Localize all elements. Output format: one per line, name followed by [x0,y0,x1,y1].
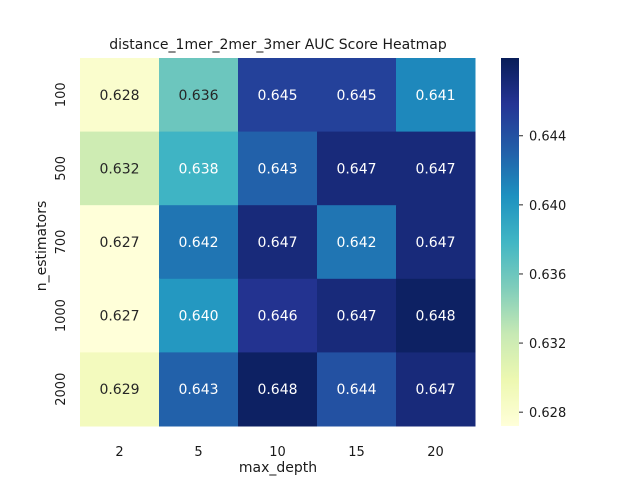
heatmap-cells: 0.628 0.636 0.645 0.645 0.641 0.632 0.638 0.643… [80,58,476,427]
heatmap-cell [396,352,476,427]
heatmap-cell [80,205,160,280]
cell-value-label: 0.644 [336,382,376,398]
cell-value-label: 0.643 [178,382,218,398]
cell-value-label: 0.648 [415,309,455,325]
cell-value-label: 0.627 [99,309,139,325]
heatmap-cell [317,58,397,133]
heatmap-cell [159,352,239,427]
x-tick-label: 10 [269,445,286,460]
cell-value-label: 0.647 [415,235,455,251]
heatmap-cell [80,58,160,133]
heatmap-cell [238,131,318,206]
cell-value-label: 0.629 [99,382,139,398]
cell-value-label: 0.642 [336,235,376,251]
colorbar-tick-label: 0.640 [529,199,566,214]
x-tick-label: 2 [115,445,123,460]
heatmap-cell [396,205,476,280]
colorbar [501,58,519,426]
y-tick-label: 700 [54,230,69,255]
heatmap-cell [159,278,239,353]
heatmap-cell [159,131,239,206]
cell-value-label: 0.647 [336,309,376,325]
cell-value-label: 0.647 [415,382,455,398]
y-axis-label: n_estimators [34,201,50,291]
heatmap-cell [238,352,318,427]
heatmap-cell [159,58,239,133]
y-tick-label: 1000 [54,299,69,332]
cell-value-label: 0.627 [99,235,139,251]
heatmap-cell [396,278,476,353]
cell-value-label: 0.642 [178,235,218,251]
y-tick-label: 2000 [54,373,69,406]
heatmap-cell [396,131,476,206]
colorbar-tick-label: 0.644 [529,130,566,145]
heatmap-cell [317,352,397,427]
colorbar-tick-label: 0.628 [529,406,566,421]
cell-value-label: 0.648 [257,382,297,398]
cell-value-label: 0.632 [99,161,139,177]
colorbar-tick-label: 0.632 [529,337,566,352]
heatmap-cell [238,278,318,353]
x-tick-label: 5 [194,445,202,460]
x-axis-ticks: 2 5 10 15 20 [115,445,443,460]
y-axis-ticks: 100 500 700 1000 2000 [54,82,69,405]
cell-value-label: 0.640 [178,309,218,325]
heatmap-cell [80,131,160,206]
heatmap-cell [317,131,397,206]
cell-value-label: 0.645 [336,88,376,104]
heatmap-cell [80,352,160,427]
heatmap-cell [396,58,476,133]
y-tick-label: 100 [54,82,69,107]
cell-value-label: 0.646 [257,309,297,325]
cell-value-label: 0.636 [178,88,218,104]
x-axis-label: max_depth [239,460,317,476]
cell-value-label: 0.647 [336,161,376,177]
heatmap-cell [238,205,318,280]
heatmap-cell [80,278,160,353]
cell-value-label: 0.647 [415,161,455,177]
heatmap-cell [317,278,397,353]
cell-value-label: 0.638 [178,161,218,177]
heatmap-cell [159,205,239,280]
x-tick-label: 15 [348,445,365,460]
colorbar-tick-label: 0.636 [529,268,566,283]
cell-value-label: 0.647 [257,235,297,251]
y-tick-label: 500 [54,156,69,181]
cell-value-label: 0.628 [99,88,139,104]
chart-title: distance_1mer_2mer_3mer AUC Score Heatma… [109,37,447,53]
cell-value-label: 0.645 [257,88,297,104]
heatmap-cell [317,205,397,280]
cell-value-label: 0.641 [415,88,455,104]
colorbar-ticks: 0.628 0.632 0.636 0.640 0.644 [519,130,566,421]
heatmap-cell [238,58,318,133]
cell-value-label: 0.643 [257,161,297,177]
x-tick-label: 20 [427,445,444,460]
